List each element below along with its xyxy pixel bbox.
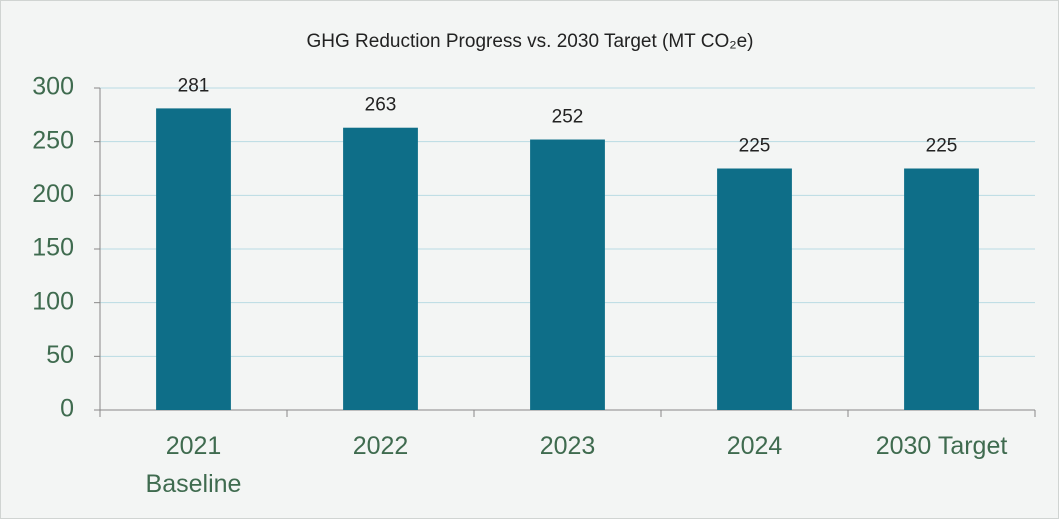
bar (904, 168, 979, 410)
data-label: 225 (739, 136, 771, 157)
data-label: 225 (926, 136, 958, 157)
x-tick-label: 2030 Target (876, 432, 1008, 460)
x-tick-label: 2021 Baseline (146, 432, 242, 498)
data-label: 281 (178, 75, 210, 96)
y-tick-label: 200 (32, 180, 74, 208)
y-tick-label: 300 (32, 73, 74, 101)
bar (717, 168, 792, 410)
chart-title: GHG Reduction Progress vs. 2030 Target (… (306, 31, 753, 52)
data-label: 252 (552, 107, 584, 128)
x-tick-label: 2023 (540, 432, 596, 460)
bar (156, 108, 231, 410)
y-tick-label: 0 (60, 395, 74, 423)
data-label: 263 (365, 95, 397, 116)
bar (343, 127, 418, 411)
y-tick-label: 50 (46, 341, 74, 369)
x-tick-label: 2022 (353, 432, 409, 460)
y-tick-label: 100 (32, 287, 74, 315)
x-tick-label: 2024 (727, 432, 783, 460)
bar (530, 139, 605, 410)
y-tick-label: 150 (32, 234, 74, 262)
y-tick-label: 250 (32, 126, 74, 154)
